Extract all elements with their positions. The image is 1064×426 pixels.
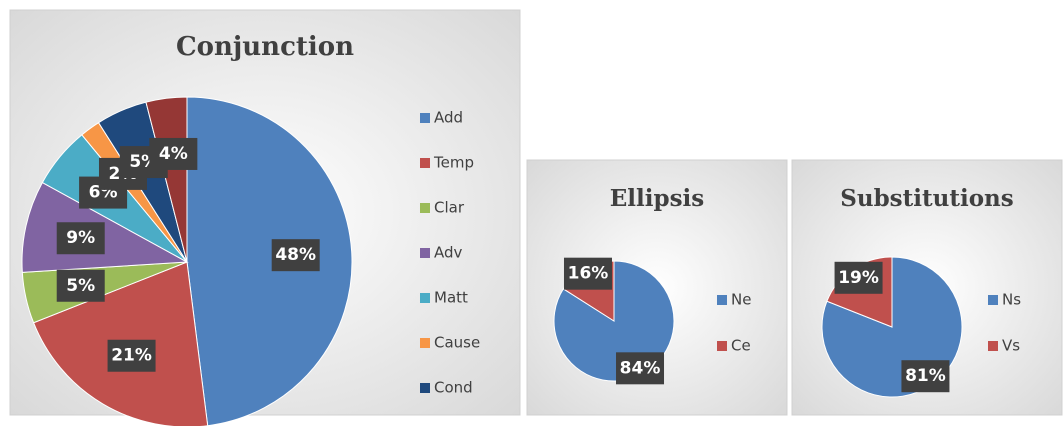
legend-swatch (420, 248, 430, 258)
legend-label: Ne (731, 291, 751, 309)
data-label: 84% (620, 358, 661, 378)
data-label: 9% (66, 228, 95, 248)
legend-swatch (420, 113, 430, 123)
legend-swatch (420, 383, 430, 393)
chart-title: Conjunction (176, 32, 354, 62)
legend-label: Ce (731, 337, 751, 355)
legend-swatch (420, 158, 430, 168)
legend-swatch (420, 338, 430, 348)
legend-swatch (988, 341, 998, 351)
data-label: 4% (159, 144, 188, 164)
legend-label: Clar (434, 199, 465, 217)
legend-label: Cond (434, 379, 473, 397)
legend-swatch (420, 293, 430, 303)
legend-swatch (717, 341, 727, 351)
label-box (834, 261, 883, 294)
label-box (56, 269, 105, 302)
data-label: 81% (905, 366, 946, 386)
legend-label: Adv (434, 244, 463, 262)
legend-label: Vs (1002, 337, 1020, 355)
chart-title: Substitutions (840, 185, 1013, 212)
legend-swatch (988, 295, 998, 305)
legend-label: Cause (434, 334, 480, 352)
pie-slice (186, 96, 353, 426)
legend-label: Ns (1002, 291, 1021, 309)
data-label: 5% (66, 276, 95, 296)
chart-title: Ellipsis (610, 185, 704, 212)
label-box (107, 339, 156, 372)
legend-label: Matt (434, 289, 468, 307)
label-box (616, 352, 665, 385)
data-label: 48% (275, 245, 316, 265)
legend-label: Temp (433, 154, 474, 172)
label-box (563, 257, 612, 290)
label-box (901, 360, 950, 393)
data-label: 19% (838, 268, 879, 288)
data-label: 16% (568, 264, 609, 284)
label-box (149, 137, 198, 170)
legend-label: Add (434, 109, 463, 127)
label-box (271, 239, 320, 272)
legend-swatch (717, 295, 727, 305)
data-label: 21% (111, 346, 152, 366)
legend-swatch (420, 203, 430, 213)
label-box (56, 222, 105, 255)
